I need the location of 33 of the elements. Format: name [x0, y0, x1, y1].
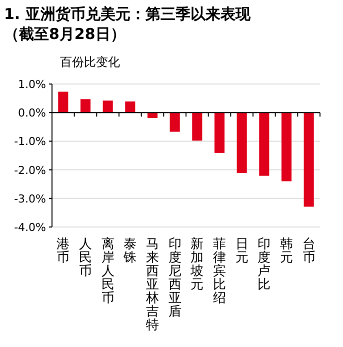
bar — [58, 92, 68, 113]
y-tick-label: 1.0% — [18, 78, 46, 91]
x-tick-label: 菲律宾比绍 — [213, 237, 226, 306]
x-tick-label: 台币 — [302, 237, 316, 266]
x-tick-label: 离岸人民币 — [101, 236, 114, 306]
x-tick-label: 港币 — [56, 237, 70, 266]
bar — [192, 112, 202, 141]
bar — [281, 112, 292, 182]
y-tick-label: -3.0% — [14, 192, 46, 206]
bar — [170, 112, 180, 132]
x-tick-label: 韩元 — [280, 237, 293, 266]
y-tick-label: -4.0% — [14, 221, 46, 234]
chart-title: 1. 亚洲货币兑美元：第三季以来表现 — [4, 5, 252, 23]
bar — [236, 112, 247, 173]
bar — [214, 112, 225, 153]
bar — [259, 112, 270, 176]
y-tick-label: -1.0% — [14, 135, 46, 148]
bar — [147, 112, 158, 118]
x-tick-label: 人民币 — [79, 237, 92, 279]
chart-subtitle: （截至8月28日） — [4, 25, 126, 43]
y-tick-label: -2.0% — [14, 164, 46, 177]
bar — [102, 100, 113, 113]
x-tick-label: 马来西亚林吉特 — [145, 237, 159, 333]
bar — [80, 99, 91, 113]
x-tick-label: 印度尼西亚盾 — [168, 237, 182, 320]
bar — [304, 112, 314, 207]
x-tick-label: 新加坡元 — [190, 237, 204, 292]
x-tick-label: 泰铢 — [122, 237, 137, 266]
y-axis-title: 百份比变化 — [60, 55, 120, 69]
bar — [125, 101, 136, 113]
x-tick-label: 日元 — [235, 237, 248, 266]
x-tick-label: 印度卢比 — [258, 237, 271, 292]
y-tick-label: 0.0% — [18, 106, 46, 120]
